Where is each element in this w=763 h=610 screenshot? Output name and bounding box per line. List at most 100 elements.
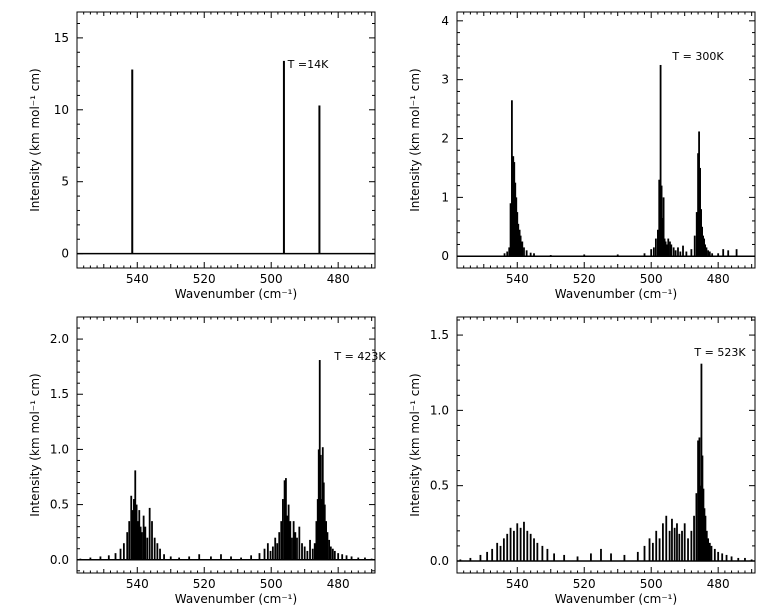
spectrum-bar xyxy=(713,548,716,561)
y-tick-label: 0.0 xyxy=(50,553,69,567)
spectrum-bar xyxy=(707,250,710,257)
spectrum-bar xyxy=(600,548,602,561)
spectrum-bar xyxy=(513,162,516,257)
spectrum-bar xyxy=(301,543,303,560)
spectrum-bar xyxy=(319,454,322,560)
spectrum-bar xyxy=(658,538,661,561)
spectrum-bar xyxy=(303,546,306,560)
spectrum-bar xyxy=(521,241,524,257)
spectrum-bar xyxy=(730,556,733,561)
spectrum-bar xyxy=(298,526,301,560)
spectrum-bar xyxy=(286,515,289,560)
spectrum-bar xyxy=(126,532,129,560)
spectrum-bar xyxy=(533,538,535,561)
spectrum-bar xyxy=(128,521,131,560)
spectrum-bar xyxy=(370,558,373,560)
spectrum-bar xyxy=(134,470,137,560)
spectrum-bar xyxy=(296,537,298,560)
spectrum-bar xyxy=(663,238,666,257)
spectrum-bar xyxy=(677,247,679,257)
spectrum-bar xyxy=(139,526,142,560)
x-tick-label: 500 xyxy=(260,272,283,286)
spectrum-bar xyxy=(309,539,311,560)
spectrum-bar xyxy=(491,548,494,561)
spectrum-bar xyxy=(553,553,555,561)
spectrum-bar xyxy=(705,530,708,561)
x-tick-label: 480 xyxy=(327,272,350,286)
spectrum-bar xyxy=(506,533,509,561)
spectrum-bar xyxy=(320,499,323,560)
spectrum-bar xyxy=(750,559,753,561)
spectrum-bar xyxy=(459,559,462,561)
spectrum-bar xyxy=(698,437,701,561)
y-tick-label: 1.5 xyxy=(50,387,69,401)
y-tick-label: 5 xyxy=(61,175,69,189)
spectrum-bar xyxy=(523,247,525,257)
spectrum-bar xyxy=(133,499,135,560)
spectrum-bar xyxy=(318,105,321,254)
spectrum-bar xyxy=(511,100,513,257)
spectrum-bar xyxy=(122,543,125,560)
spectrum-bar xyxy=(148,507,151,560)
spectrum-bar xyxy=(703,508,706,561)
spectrum-bar xyxy=(514,182,517,257)
spectrum-bar xyxy=(294,532,297,560)
spectrum-bar xyxy=(695,212,698,257)
spectrum-bar xyxy=(664,241,667,257)
spectrum-bar xyxy=(151,521,153,560)
spectrum-bar xyxy=(717,253,720,257)
spectrum-bar xyxy=(616,254,619,257)
spectrum-bar xyxy=(282,499,284,560)
spectrum-bar xyxy=(142,515,145,560)
spectrum-bar xyxy=(357,557,360,560)
spectrum-bar xyxy=(240,557,242,560)
spectrum-bar xyxy=(704,515,707,561)
y-tick-label: 10 xyxy=(54,103,69,117)
spectrum-bar xyxy=(698,131,700,257)
spectrum-bar xyxy=(678,533,681,561)
spectrum-bar xyxy=(325,521,328,560)
spectrum-bar xyxy=(350,556,353,560)
x-tick-label: 520 xyxy=(573,272,596,286)
spectrum-bar xyxy=(737,557,740,561)
spectrum-bar xyxy=(690,249,693,257)
spectrum-bar xyxy=(682,245,684,257)
spectrum-bar xyxy=(735,249,738,257)
spectrum-bar xyxy=(263,548,266,560)
spectrum-bar xyxy=(690,530,693,561)
y-tick-label: 3 xyxy=(441,73,449,87)
spectrum-bar xyxy=(727,250,730,257)
y-axis-label: Intensity (km mol⁻¹ cm) xyxy=(28,68,42,211)
y-axis-label: Intensity (km mol⁻¹ cm) xyxy=(28,373,42,516)
spectrum-bar xyxy=(333,550,336,560)
spectrum-bar xyxy=(707,538,710,561)
spectrum-bar xyxy=(285,478,287,560)
spectrum-bar xyxy=(291,537,293,560)
spectrum-bar xyxy=(156,543,159,560)
plot-frame xyxy=(456,11,756,269)
spectrum-bar xyxy=(529,252,532,257)
spectrum-bar xyxy=(685,251,688,257)
spectrum-bar xyxy=(583,254,586,257)
spectrum-bar xyxy=(697,153,699,257)
spectrum-bar xyxy=(341,554,344,560)
spectrum-bar xyxy=(119,548,122,560)
x-axis-label: Wavenumber (cm⁻¹) xyxy=(175,592,297,606)
spectrum-bar xyxy=(322,482,325,560)
spectrum-bar xyxy=(479,554,482,561)
spectrum-bar xyxy=(502,538,505,561)
spectrum-bar xyxy=(282,60,285,254)
spectrum-bar xyxy=(662,197,665,257)
spectrum-bar xyxy=(695,493,698,561)
x-tick-label: 540 xyxy=(506,272,529,286)
spectrum-bar xyxy=(529,533,532,561)
spectrum-bar xyxy=(673,527,676,561)
spectrum-bar xyxy=(681,530,683,561)
y-axis-label: Intensity (km mol⁻¹ cm) xyxy=(408,68,422,211)
spectrum-bar xyxy=(636,551,639,561)
spectrum-bar xyxy=(326,532,329,560)
spectrum-bar xyxy=(178,557,181,560)
spectrum-bar xyxy=(315,521,318,560)
spectrum-bar xyxy=(469,557,472,561)
spectrum-bar xyxy=(89,557,92,560)
